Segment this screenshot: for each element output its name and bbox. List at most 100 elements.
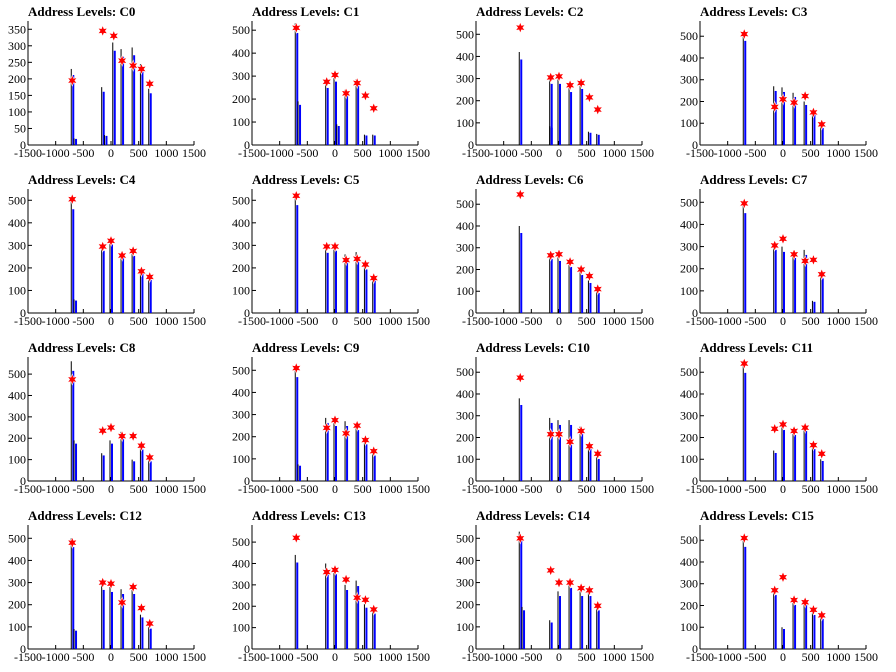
peak-marker xyxy=(351,591,363,604)
chart-svg: 0 100 200 300 400 500 -1500 -1000 -500 0 500 1000 15… xyxy=(8,525,206,664)
peak-marker xyxy=(368,444,380,458)
peak-marker xyxy=(66,373,78,386)
y-tick-label: 200 xyxy=(680,430,698,444)
peak-marker xyxy=(359,593,371,607)
x-tick-label: -500 xyxy=(296,146,318,160)
y-tick-label: 0 xyxy=(692,474,698,488)
peak-marker xyxy=(66,192,78,206)
x-tick-label: -500 xyxy=(72,650,94,664)
x-tick-label: -1500 xyxy=(14,650,42,664)
y-tick-label: 150 xyxy=(8,88,26,102)
y-tick-label: 400 xyxy=(232,46,250,60)
x-tick-label: -1500 xyxy=(14,482,42,496)
x-tick-label: -1000 xyxy=(42,314,70,328)
x-tick-label: 0 xyxy=(332,146,338,160)
x-tick-label: 0 xyxy=(780,482,786,496)
peak-marker xyxy=(97,424,109,438)
y-tick-label: 400 xyxy=(232,556,250,570)
y-tick-label: 400 xyxy=(232,385,250,399)
x-tick-label: -1500 xyxy=(238,650,266,664)
peak-marker xyxy=(738,531,750,545)
chart-svg: 0 100 200 300 400 500 -1500 -1000 -500 0 500 1000 15… xyxy=(680,525,878,664)
peak-marker xyxy=(514,188,526,201)
x-tick-label: -1000 xyxy=(42,146,70,160)
y-tick-label: 100 xyxy=(8,453,26,467)
peak-marker xyxy=(368,603,380,616)
x-tick-label: 0 xyxy=(108,482,114,496)
y-tick-label: 300 xyxy=(232,578,250,592)
peak-marker xyxy=(368,271,380,285)
x-tick-label: -1000 xyxy=(266,314,294,328)
y-tick-label: 500 xyxy=(456,365,474,379)
x-tick-label: 500 xyxy=(578,146,596,160)
chart-panel: Address Levels: C8 0 100 200 300 400 500 -1500-… xyxy=(0,336,224,504)
y-tick-label: 300 xyxy=(456,409,474,423)
chart-title: Address Levels: C13 xyxy=(252,508,366,523)
y-tick-label: 300 xyxy=(8,576,26,590)
peak-marker xyxy=(553,576,565,589)
y-tick-label: 0 xyxy=(692,642,698,656)
x-tick-label: -1000 xyxy=(266,650,294,664)
x-tick-label: -1500 xyxy=(14,314,42,328)
chart-svg: 0 100 200 300 400 500 -1500 -1000 -500 0 500 1000 15… xyxy=(232,21,430,160)
x-tick-label: -1500 xyxy=(462,482,490,496)
y-tick-label: 400 xyxy=(8,388,26,402)
chart-title: Address Levels: C12 xyxy=(28,508,142,523)
x-tick-label: 1000 xyxy=(154,650,178,664)
chart-panel: Address Levels: C3 0 100 200 300 400 500 -1500-… xyxy=(672,0,896,168)
peak-marker xyxy=(545,564,557,577)
peak-marker xyxy=(359,258,371,271)
x-tick-label: 0 xyxy=(556,146,562,160)
y-tick-label: 100 xyxy=(680,284,698,298)
chart-panel: Address Levels: C7 0 100 200 300 400 500 -1500-… xyxy=(672,168,896,336)
x-tick-label: 500 xyxy=(130,650,148,664)
peak-marker xyxy=(351,252,363,266)
x-tick-label: 500 xyxy=(354,650,372,664)
peak-marker xyxy=(135,62,147,76)
x-tick-label: -1000 xyxy=(714,482,742,496)
x-tick-label: -1500 xyxy=(14,146,42,160)
y-tick-label: 500 xyxy=(8,193,26,207)
peak-marker xyxy=(514,371,526,384)
x-tick-label: -1000 xyxy=(490,482,518,496)
peak-marker xyxy=(105,421,117,434)
chart-svg: 0 50 100 150 200 250 300 350 -1500 -1000 -500 0 500 1… xyxy=(8,21,206,160)
x-tick-label: -500 xyxy=(72,482,94,496)
x-tick-label: -1500 xyxy=(462,650,490,664)
peak-marker xyxy=(144,451,156,464)
peak-marker xyxy=(564,576,576,589)
x-tick-label: 1500 xyxy=(182,314,206,328)
y-tick-label: 200 xyxy=(8,261,26,275)
x-tick-label: 1000 xyxy=(602,650,626,664)
x-tick-label: 0 xyxy=(556,650,562,664)
peak-marker xyxy=(144,77,156,91)
peak-marker xyxy=(116,596,128,609)
peak-marker xyxy=(545,427,557,441)
x-tick-label: 500 xyxy=(578,482,596,496)
x-tick-label: 1500 xyxy=(854,650,878,664)
chart-panel: Address Levels: C5 0 100 200 300 400 500 -1500-… xyxy=(224,168,448,336)
y-tick-label: 200 xyxy=(456,94,474,108)
x-tick-label: -500 xyxy=(744,650,766,664)
chart-svg: 0 100 200 300 400 500 -1500 -1000 -500 0 500 1000 15… xyxy=(456,188,654,328)
chart-title: Address Levels: C15 xyxy=(700,508,814,523)
x-tick-label: -500 xyxy=(72,146,94,160)
chart-svg: 0 100 200 300 400 500 -1500 -1000 -500 0 500 1000 15… xyxy=(232,189,430,328)
peak-marker xyxy=(97,576,109,589)
y-tick-label: 300 xyxy=(232,69,250,83)
y-tick-label: 500 xyxy=(8,531,26,545)
peak-marker xyxy=(351,419,363,432)
y-tick-label: 400 xyxy=(680,51,698,65)
peak-marker xyxy=(290,361,302,375)
peak-marker xyxy=(799,421,811,435)
x-tick-label: 0 xyxy=(780,314,786,328)
x-tick-label: -1000 xyxy=(266,482,294,496)
x-tick-label: -1500 xyxy=(686,482,714,496)
y-tick-label: 300 xyxy=(456,241,474,255)
peak-marker xyxy=(807,438,819,452)
y-tick-label: 500 xyxy=(232,535,250,549)
peak-marker xyxy=(116,249,128,262)
chart-svg: 0 100 200 300 400 500 -1500 -1000 -500 0 500 1000 15… xyxy=(232,357,430,496)
x-tick-label: -500 xyxy=(744,314,766,328)
peak-marker xyxy=(329,413,341,427)
